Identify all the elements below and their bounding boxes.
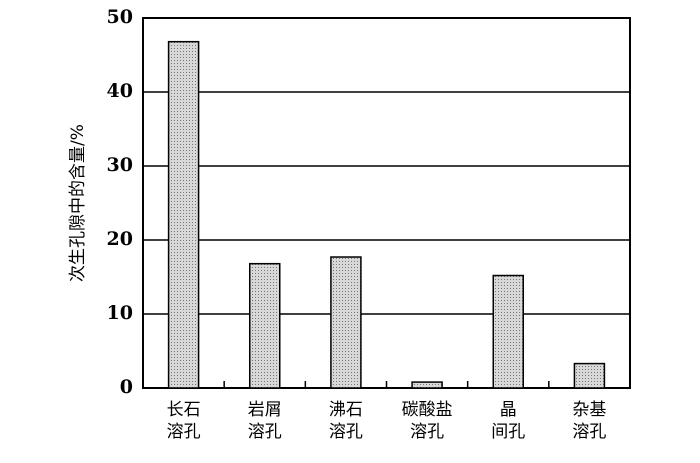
- bar: [492, 274, 524, 389]
- x-tick-label: 碳酸盐: [402, 400, 453, 420]
- x-tick-label: 溶孔: [410, 422, 444, 442]
- x-tick-label: 溶孔: [248, 422, 282, 442]
- x-tick-label: 间孔: [491, 422, 525, 442]
- y-tick-label: 0: [120, 376, 133, 398]
- y-tick-label: 10: [107, 302, 133, 324]
- bar: [249, 262, 281, 389]
- x-tick-label: 沸石: [329, 400, 363, 420]
- x-tick-label: 长石: [167, 400, 201, 420]
- plot-frame: [142, 17, 631, 389]
- bar: [330, 256, 362, 389]
- y-tick-label: 50: [107, 6, 133, 28]
- y-axis-label: 次生孔隙中的含量/%: [68, 124, 88, 282]
- y-tick-label: 30: [107, 154, 133, 176]
- y-tick-label: 40: [107, 80, 133, 102]
- bar: [167, 40, 200, 389]
- x-tick-label: 溶孔: [572, 422, 606, 442]
- x-tick-label: 溶孔: [329, 422, 363, 442]
- bar: [573, 362, 606, 389]
- bar: [411, 381, 443, 389]
- y-tick-label: 20: [107, 228, 133, 250]
- x-tick-label: 溶孔: [167, 422, 201, 442]
- x-tick-label: 杂基: [572, 400, 606, 420]
- x-tick-label: 晶: [500, 400, 517, 420]
- x-tick-label: 岩屑: [248, 400, 282, 420]
